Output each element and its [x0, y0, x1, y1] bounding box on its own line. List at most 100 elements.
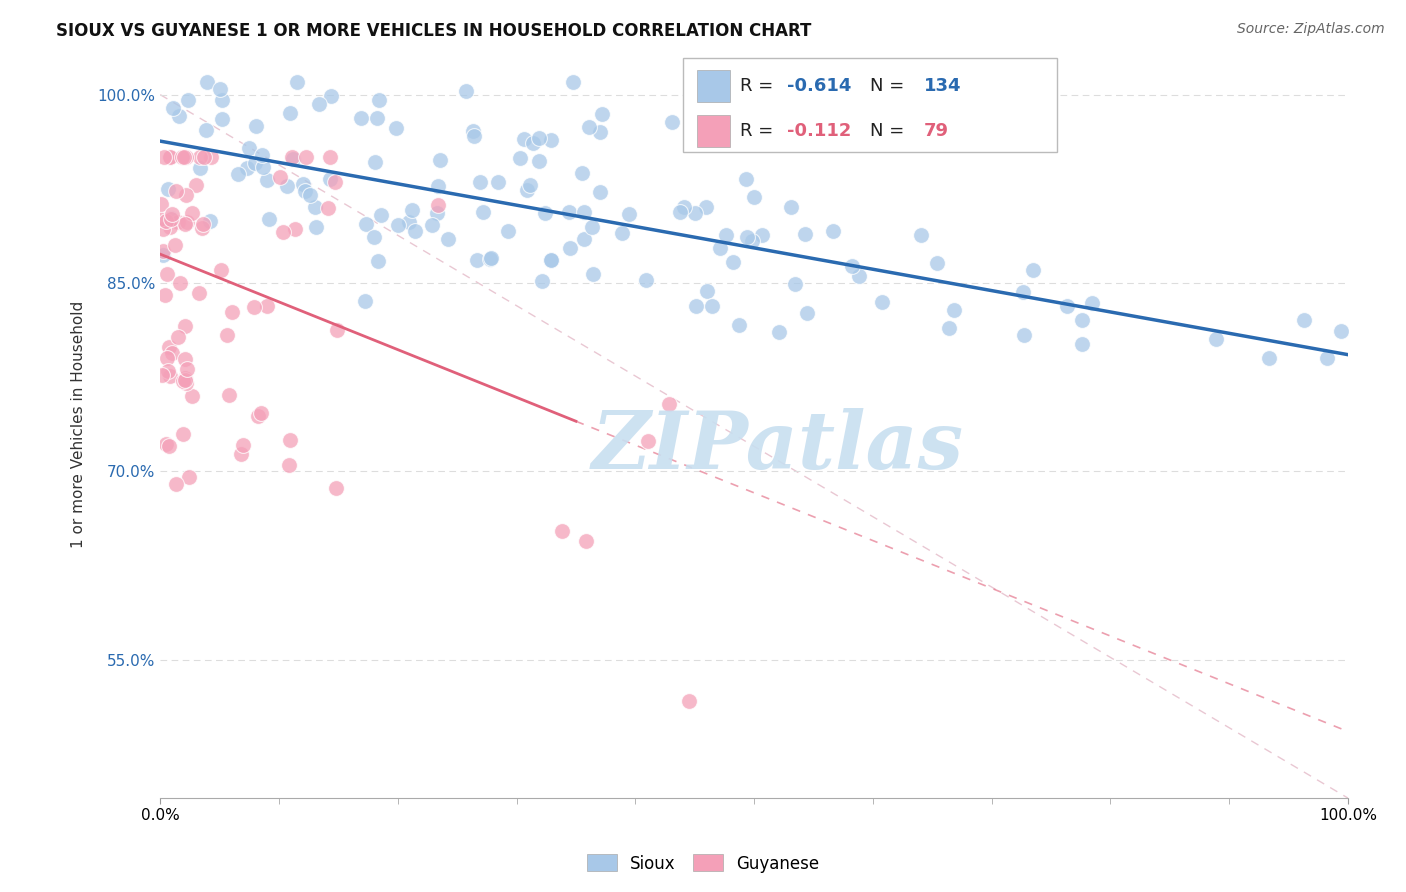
Text: -0.614: -0.614 [787, 78, 852, 95]
Point [591, 106, 613, 120]
Point [742, 190, 765, 204]
Point [714, 228, 737, 243]
Point [211, 93, 233, 107]
Point [700, 299, 723, 313]
Point [173, 151, 195, 165]
Point [292, 178, 315, 192]
Point [735, 229, 758, 244]
Point [1056, 299, 1078, 313]
Point [398, 215, 420, 229]
Point [305, 220, 328, 235]
Text: N =: N = [870, 78, 911, 95]
Point [354, 294, 377, 309]
Point [159, 340, 181, 354]
Point [363, 229, 385, 244]
Point [284, 222, 307, 236]
Point [768, 325, 790, 339]
Point [581, 219, 603, 234]
Point [238, 140, 260, 154]
Point [188, 151, 211, 165]
Point [165, 184, 187, 198]
Point [190, 221, 212, 235]
Text: SIOUX VS GUYANESE 1 OR MORE VEHICLES IN HOUSEHOLD CORRELATION CHART: SIOUX VS GUYANESE 1 OR MORE VEHICLES IN … [56, 22, 811, 40]
Point [278, 458, 301, 473]
Point [685, 299, 707, 313]
Point [152, 244, 174, 259]
Legend: Sioux, Guyanese: Sioux, Guyanese [581, 847, 825, 880]
Point [1022, 262, 1045, 277]
Point [155, 214, 177, 228]
Point [198, 214, 221, 228]
Point [269, 170, 291, 185]
Point [540, 134, 562, 148]
Point [794, 227, 817, 242]
Point [561, 75, 583, 89]
Point [368, 93, 391, 107]
Point [574, 232, 596, 246]
Point [465, 252, 488, 267]
Point [872, 294, 894, 309]
Point [696, 285, 718, 299]
Point [209, 81, 232, 95]
Point [163, 237, 186, 252]
Point [167, 330, 190, 344]
Point [157, 182, 180, 196]
Point [252, 160, 274, 174]
Point [429, 153, 451, 167]
Point [516, 183, 538, 197]
Point [727, 318, 749, 332]
Point [169, 276, 191, 290]
Point [1012, 328, 1035, 343]
Point [252, 147, 274, 161]
Point [152, 248, 174, 262]
Point [162, 346, 184, 360]
Point [1330, 324, 1353, 338]
Text: -0.112: -0.112 [787, 122, 852, 140]
Point [426, 198, 449, 212]
Point [1081, 296, 1104, 310]
Point [193, 151, 215, 165]
Point [454, 84, 477, 98]
Point [152, 222, 174, 236]
Point [571, 166, 593, 180]
Point [366, 111, 388, 125]
Point [1071, 312, 1094, 326]
Point [589, 125, 612, 139]
Point [226, 167, 249, 181]
Point [211, 112, 233, 126]
Point [404, 224, 426, 238]
Point [256, 172, 278, 186]
Point [173, 351, 195, 366]
Point [478, 252, 501, 267]
Point [172, 374, 194, 388]
Point [187, 286, 209, 301]
Point [678, 694, 700, 708]
Point [319, 151, 342, 165]
Point [401, 203, 423, 218]
Point [256, 299, 278, 313]
Point [325, 481, 347, 495]
Point [841, 259, 863, 273]
Point [281, 152, 304, 166]
Point [823, 224, 845, 238]
Point [582, 268, 605, 282]
Point [316, 201, 339, 215]
Point [177, 470, 200, 484]
Point [683, 206, 706, 220]
Point [617, 206, 640, 220]
Point [1205, 331, 1227, 345]
Point [246, 409, 269, 423]
Point [281, 151, 304, 165]
Point [669, 205, 692, 219]
Text: Source: ZipAtlas.com: Source: ZipAtlas.com [1237, 22, 1385, 37]
FancyBboxPatch shape [683, 58, 1057, 152]
Point [159, 151, 181, 165]
Point [496, 224, 519, 238]
Point [658, 397, 681, 411]
Point [157, 439, 180, 453]
Point [1071, 336, 1094, 351]
Point [1011, 285, 1033, 300]
Point [470, 175, 492, 189]
Point [159, 151, 181, 165]
Point [150, 368, 173, 382]
